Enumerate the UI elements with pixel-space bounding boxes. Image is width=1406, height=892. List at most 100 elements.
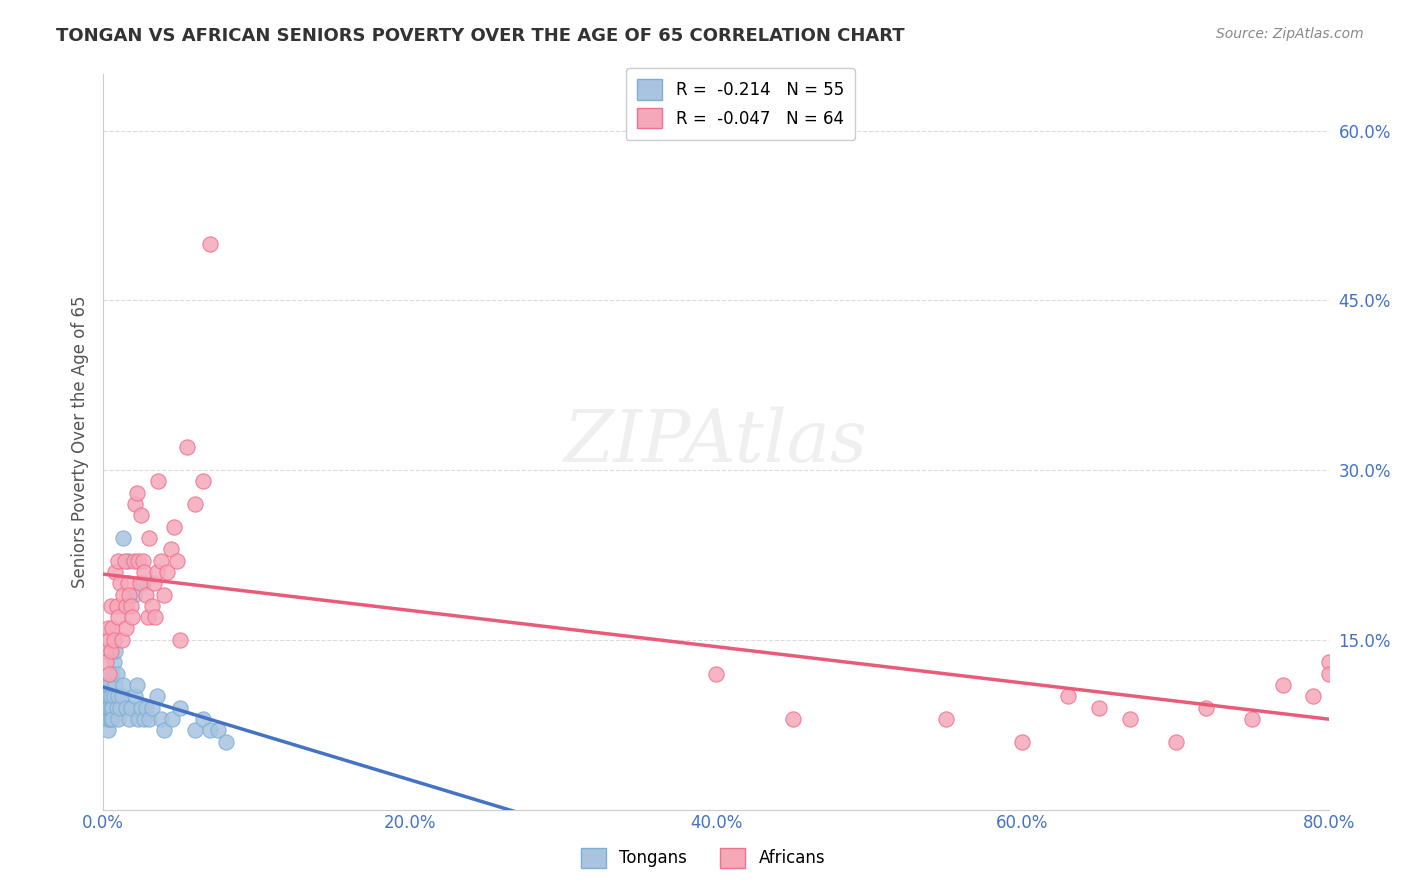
Legend: Tongans, Africans: Tongans, Africans: [574, 841, 832, 875]
Point: [153, 723, 176, 738]
Point: [1317, 656, 1340, 670]
Point: [200, 723, 222, 738]
Point: [103, 690, 125, 704]
Point: [114, 553, 136, 567]
Point: [100, 644, 122, 658]
Point: [142, 576, 165, 591]
Point: [131, 508, 153, 523]
Point: [97, 700, 120, 714]
Point: [101, 666, 124, 681]
Point: [704, 666, 727, 681]
Text: TONGAN VS AFRICAN SENIORS POVERTY OVER THE AGE OF 65 CORRELATION CHART: TONGAN VS AFRICAN SENIORS POVERTY OVER T…: [56, 27, 905, 45]
Point: [166, 553, 188, 567]
Point: [129, 576, 152, 591]
Point: [1118, 712, 1140, 726]
Point: [132, 553, 155, 567]
Point: [101, 700, 124, 714]
Point: [100, 690, 122, 704]
Y-axis label: Seniors Poverty Over the Age of 65: Seniors Poverty Over the Age of 65: [72, 295, 89, 588]
Point: [207, 723, 229, 738]
Point: [160, 712, 183, 726]
Point: [153, 587, 176, 601]
Point: [191, 712, 214, 726]
Point: [120, 700, 142, 714]
Point: [1241, 712, 1264, 726]
Point: [93, 690, 115, 704]
Point: [782, 712, 804, 726]
Point: [184, 497, 207, 511]
Point: [108, 576, 131, 591]
Point: [125, 485, 148, 500]
Point: [1164, 734, 1187, 748]
Text: Source: ZipAtlas.com: Source: ZipAtlas.com: [1216, 27, 1364, 41]
Point: [1195, 700, 1218, 714]
Point: [121, 610, 143, 624]
Point: [136, 610, 159, 624]
Point: [98, 678, 121, 692]
Point: [118, 587, 141, 601]
Point: [96, 678, 118, 692]
Point: [135, 700, 157, 714]
Point: [1088, 700, 1111, 714]
Point: [105, 666, 128, 681]
Point: [118, 712, 141, 726]
Point: [169, 632, 191, 647]
Point: [148, 475, 170, 489]
Point: [1011, 734, 1033, 748]
Point: [215, 734, 238, 748]
Point: [100, 700, 122, 714]
Point: [127, 712, 149, 726]
Point: [131, 700, 153, 714]
Point: [184, 723, 207, 738]
Point: [96, 700, 118, 714]
Point: [200, 236, 222, 251]
Point: [110, 690, 132, 704]
Point: [98, 712, 121, 726]
Point: [103, 632, 125, 647]
Point: [120, 599, 142, 613]
Point: [112, 678, 135, 692]
Point: [169, 700, 191, 714]
Point: [122, 553, 145, 567]
Point: [141, 700, 163, 714]
Text: ZIPAtlas: ZIPAtlas: [564, 407, 868, 477]
Point: [93, 712, 115, 726]
Point: [101, 622, 124, 636]
Point: [138, 531, 160, 545]
Point: [107, 690, 129, 704]
Point: [105, 700, 128, 714]
Point: [97, 690, 120, 704]
Point: [96, 656, 118, 670]
Point: [97, 622, 120, 636]
Point: [107, 610, 129, 624]
Point: [107, 553, 129, 567]
Point: [93, 644, 115, 658]
Point: [1302, 690, 1324, 704]
Point: [115, 700, 138, 714]
Point: [127, 553, 149, 567]
Point: [91, 700, 114, 714]
Point: [108, 700, 131, 714]
Point: [191, 475, 214, 489]
Point: [97, 723, 120, 738]
Point: [101, 712, 124, 726]
Point: [117, 553, 139, 567]
Legend: R =  -0.214   N = 55, R =  -0.047   N = 64: R = -0.214 N = 55, R = -0.047 N = 64: [626, 68, 855, 140]
Point: [143, 610, 166, 624]
Point: [110, 632, 132, 647]
Point: [162, 519, 184, 533]
Point: [1057, 690, 1080, 704]
Point: [176, 441, 198, 455]
Point: [138, 712, 160, 726]
Point: [105, 599, 128, 613]
Point: [103, 656, 125, 670]
Point: [100, 712, 122, 726]
Point: [159, 542, 181, 557]
Point: [104, 644, 127, 658]
Point: [150, 553, 173, 567]
Point: [124, 497, 146, 511]
Point: [150, 712, 173, 726]
Point: [115, 622, 138, 636]
Point: [935, 712, 957, 726]
Point: [1271, 678, 1294, 692]
